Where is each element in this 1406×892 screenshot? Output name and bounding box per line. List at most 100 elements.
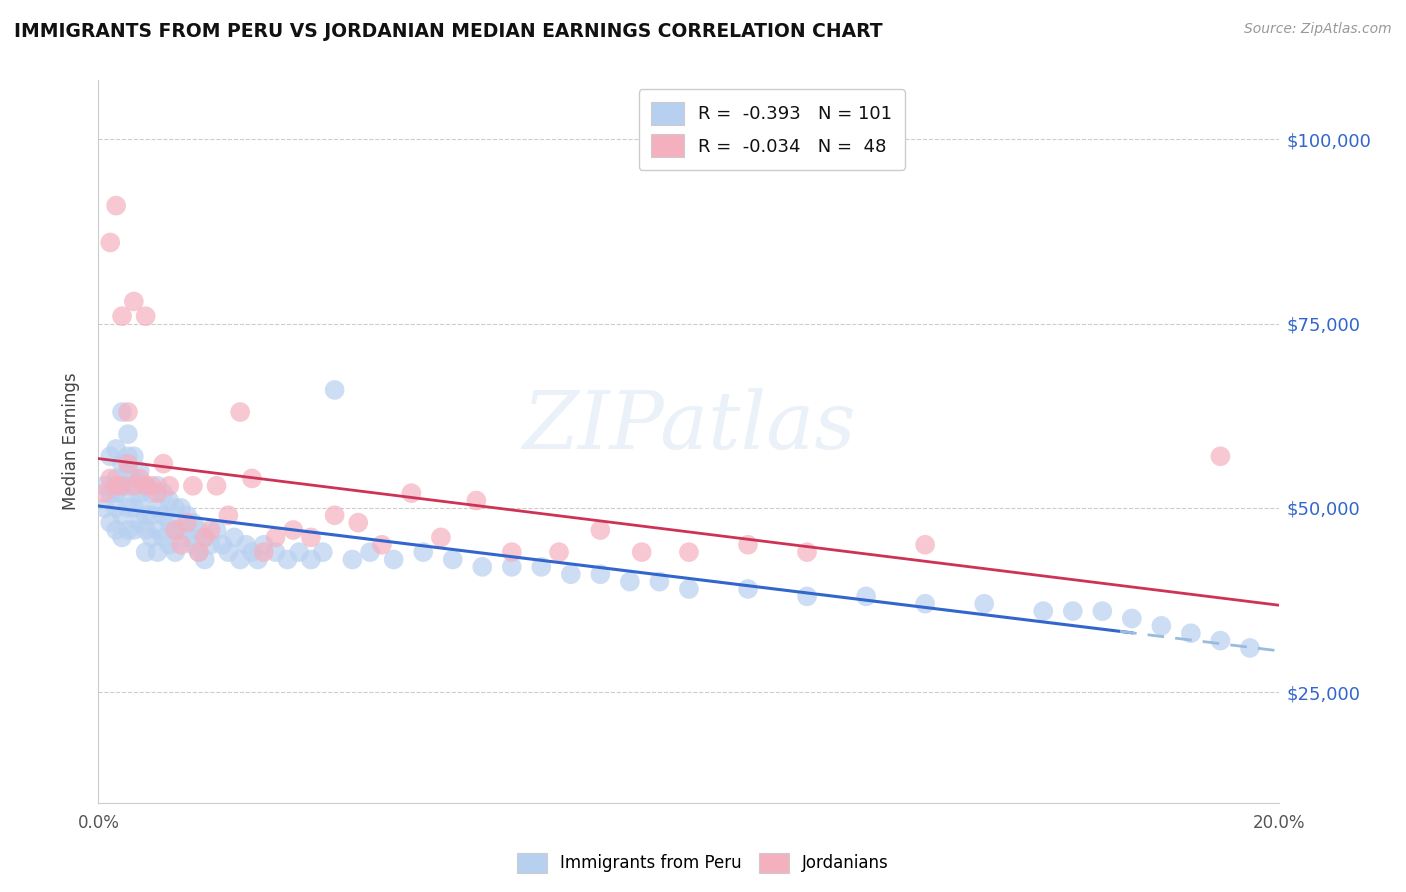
Point [194, 552, 217, 566]
Point [105, 199, 128, 213]
Point [157, 538, 180, 552]
Point [283, 523, 305, 537]
Point [122, 294, 145, 309]
Point [678, 582, 700, 596]
Point [128, 493, 150, 508]
Point [105, 500, 128, 515]
Legend: Immigrants from Peru, Jordanians: Immigrants from Peru, Jordanians [510, 847, 896, 880]
Point [128, 464, 150, 478]
Point [98, 486, 121, 500]
Point [111, 479, 134, 493]
Point [135, 508, 157, 523]
Point [105, 479, 128, 493]
Point [170, 523, 193, 537]
Point [1032, 604, 1054, 618]
Point [441, 552, 464, 566]
Point [548, 545, 571, 559]
Y-axis label: Median Earnings: Median Earnings [62, 373, 80, 510]
Point [117, 500, 139, 515]
Point [359, 545, 381, 559]
Point [117, 464, 139, 478]
Point [98, 235, 121, 250]
Point [98, 516, 121, 530]
Point [152, 486, 174, 500]
Point [619, 574, 641, 589]
Point [117, 523, 139, 537]
Point [98, 450, 121, 464]
Point [288, 545, 311, 559]
Point [141, 486, 163, 500]
Point [253, 538, 276, 552]
Point [135, 545, 157, 559]
Point [1209, 633, 1232, 648]
Point [973, 597, 995, 611]
Point [176, 508, 198, 523]
Point [105, 471, 128, 485]
Point [105, 442, 128, 456]
Point [240, 545, 263, 559]
Text: Source: ZipAtlas.com: Source: ZipAtlas.com [1244, 22, 1392, 37]
Point [1062, 604, 1084, 618]
Point [1209, 450, 1232, 464]
Point [117, 457, 139, 471]
Point [117, 479, 139, 493]
Point [264, 530, 287, 544]
Point [128, 486, 150, 500]
Point [371, 538, 394, 552]
Point [117, 450, 139, 464]
Point [157, 493, 180, 508]
Point [501, 560, 523, 574]
Point [117, 405, 139, 419]
Point [205, 479, 228, 493]
Point [235, 538, 257, 552]
Point [1150, 619, 1173, 633]
Point [122, 471, 145, 485]
Point [170, 500, 193, 515]
Point [430, 530, 453, 544]
Point [146, 479, 169, 493]
Point [914, 538, 936, 552]
Point [141, 530, 163, 544]
Point [276, 552, 298, 566]
Point [176, 516, 198, 530]
Point [122, 523, 145, 537]
Point [146, 486, 169, 500]
Point [152, 530, 174, 544]
Point [128, 516, 150, 530]
Point [465, 493, 488, 508]
Point [98, 471, 121, 485]
Point [111, 486, 134, 500]
Point [181, 538, 204, 552]
Point [737, 538, 759, 552]
Point [146, 545, 169, 559]
Point [122, 450, 145, 464]
Point [347, 516, 370, 530]
Point [187, 545, 209, 559]
Point [135, 309, 157, 323]
Point [253, 545, 276, 559]
Point [187, 545, 209, 559]
Point [471, 560, 494, 574]
Point [176, 530, 198, 544]
Point [264, 545, 287, 559]
Point [323, 508, 346, 523]
Point [105, 523, 128, 537]
Point [122, 479, 145, 493]
Point [165, 523, 187, 537]
Point [165, 523, 187, 537]
Point [111, 457, 134, 471]
Point [1180, 626, 1202, 640]
Point [170, 538, 193, 552]
Point [111, 309, 134, 323]
Point [194, 530, 217, 544]
Text: ZIPatlas: ZIPatlas [522, 388, 856, 466]
Point [135, 523, 157, 537]
Point [224, 530, 246, 544]
Point [135, 479, 157, 493]
Point [141, 508, 163, 523]
Point [200, 523, 222, 537]
Point [401, 486, 423, 500]
Point [135, 479, 157, 493]
Point [312, 545, 335, 559]
Point [382, 552, 405, 566]
